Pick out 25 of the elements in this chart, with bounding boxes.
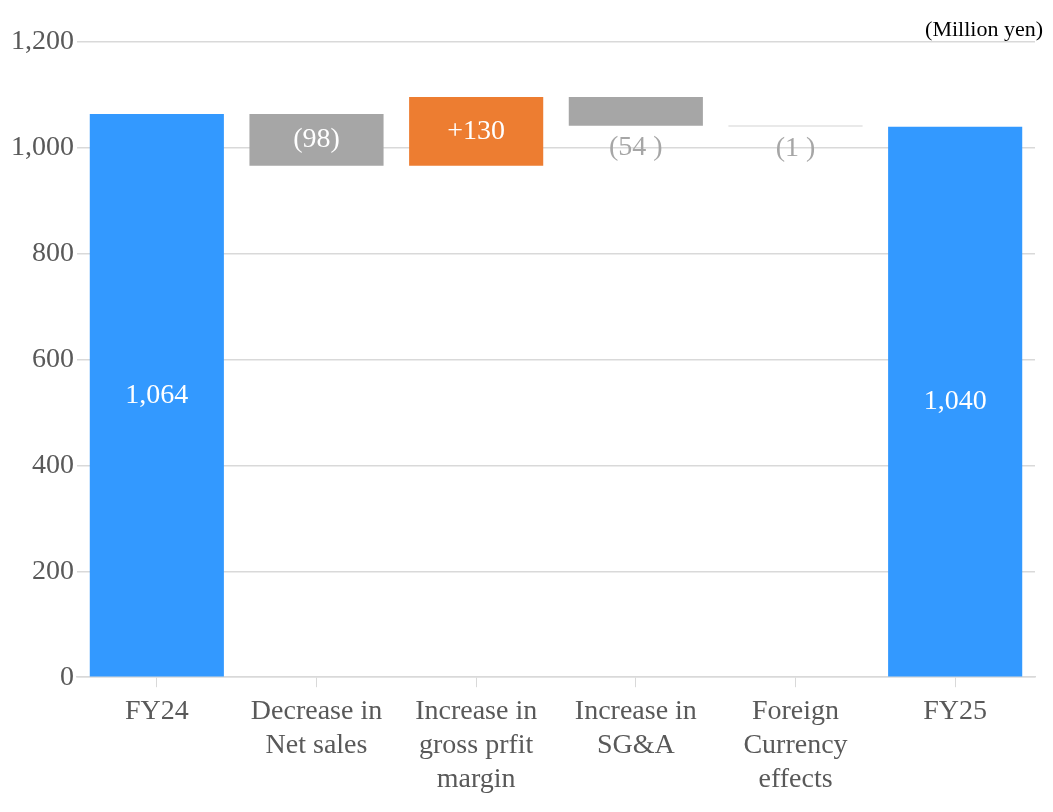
bar <box>409 97 544 166</box>
y-tick-label: 200 <box>32 553 74 585</box>
y-tick-label: 400 <box>32 447 74 479</box>
bar <box>568 97 703 126</box>
data-label: (1 ) <box>775 130 816 162</box>
y-tick-label: 800 <box>32 236 74 268</box>
x-tick-label: Decrease in Net sales <box>250 694 383 759</box>
x-tick-label: Foreign Currency effects <box>743 694 848 793</box>
text: (Million yen) <box>925 15 1043 41</box>
data-label: 1,040 <box>923 383 987 415</box>
data-label: (98) <box>293 122 340 154</box>
bar <box>249 113 384 166</box>
data-label: 1,064 <box>125 377 189 409</box>
data-label: +130 <box>447 113 506 145</box>
bar <box>89 113 224 677</box>
y-tick-label: 1,200 <box>11 24 74 56</box>
x-tick-label: FY24 <box>124 694 189 726</box>
y-tick-label: 0 <box>60 659 74 691</box>
data-label: (54 ) <box>609 129 663 161</box>
y-tick-label: 1,000 <box>11 130 74 162</box>
y-tick-label: 600 <box>32 341 74 373</box>
x-tick-label: Increase in gross prfit margin <box>415 694 538 793</box>
bar <box>888 126 1023 677</box>
x-tick-label: FY25 <box>923 694 988 726</box>
x-tick-label: Increase in SG&A <box>574 694 697 759</box>
